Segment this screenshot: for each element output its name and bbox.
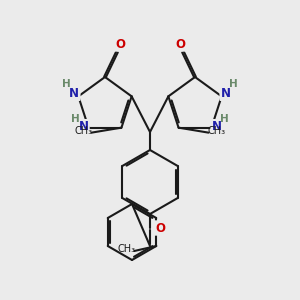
Text: H: H — [71, 114, 80, 124]
Text: N: N — [69, 87, 80, 100]
Text: O: O — [155, 221, 165, 235]
Text: N: N — [212, 120, 221, 133]
Text: CH₃: CH₃ — [208, 126, 226, 136]
Text: N: N — [79, 120, 88, 133]
Text: CH₃: CH₃ — [117, 244, 135, 254]
Text: N: N — [220, 87, 231, 100]
Text: O: O — [115, 38, 125, 50]
Text: H: H — [220, 114, 229, 124]
Text: CH₃: CH₃ — [74, 126, 92, 136]
Text: H: H — [229, 79, 238, 89]
Text: O: O — [175, 38, 185, 50]
Text: H: H — [62, 79, 71, 89]
